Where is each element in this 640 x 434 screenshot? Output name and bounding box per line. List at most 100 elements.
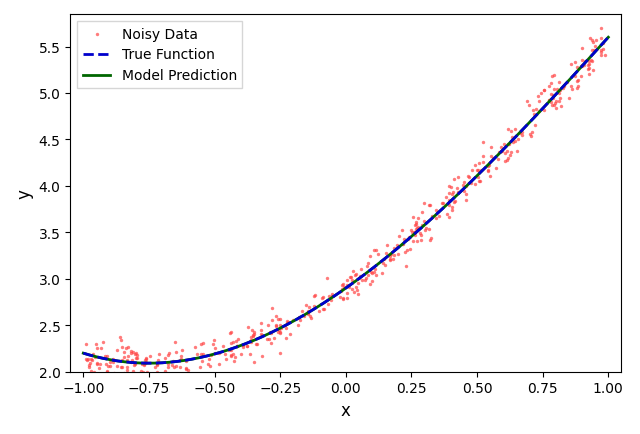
Noisy Data xyxy=(412,238,422,245)
Noisy Data xyxy=(160,374,170,381)
Noisy Data xyxy=(460,179,470,186)
Noisy Data xyxy=(419,218,429,225)
Noisy Data xyxy=(140,374,150,381)
Noisy Data xyxy=(371,247,381,254)
Noisy Data xyxy=(484,162,494,169)
Noisy Data xyxy=(502,155,513,162)
Noisy Data xyxy=(472,167,483,174)
Noisy Data xyxy=(100,371,110,378)
Noisy Data xyxy=(243,324,253,331)
Noisy Data xyxy=(171,363,181,370)
Noisy Data xyxy=(177,346,187,353)
Noisy Data xyxy=(547,102,557,109)
Noisy Data xyxy=(117,363,127,370)
Noisy Data xyxy=(450,198,460,205)
Noisy Data xyxy=(273,316,283,323)
Noisy Data xyxy=(102,368,112,375)
Noisy Data xyxy=(353,291,363,298)
Noisy Data xyxy=(392,242,403,249)
Noisy Data xyxy=(483,168,493,175)
Noisy Data xyxy=(525,131,535,138)
Noisy Data xyxy=(101,361,111,368)
Noisy Data xyxy=(502,126,513,133)
True Function xyxy=(511,136,518,141)
Legend: Noisy Data, True Function, Model Prediction: Noisy Data, True Function, Model Predict… xyxy=(77,22,243,89)
Noisy Data xyxy=(500,150,510,157)
Noisy Data xyxy=(589,43,600,50)
Noisy Data xyxy=(293,322,303,329)
Noisy Data xyxy=(196,351,206,358)
Noisy Data xyxy=(196,341,206,348)
Noisy Data xyxy=(470,181,480,188)
Noisy Data xyxy=(125,378,135,385)
Noisy Data xyxy=(86,355,96,362)
Noisy Data xyxy=(588,39,598,46)
Noisy Data xyxy=(488,155,498,162)
Noisy Data xyxy=(132,352,143,359)
Noisy Data xyxy=(82,356,92,363)
Noisy Data xyxy=(97,370,108,377)
Noisy Data xyxy=(546,91,556,98)
Noisy Data xyxy=(458,183,468,190)
Noisy Data xyxy=(154,350,164,357)
Noisy Data xyxy=(168,358,178,365)
Noisy Data xyxy=(246,337,256,344)
Noisy Data xyxy=(127,357,138,364)
Noisy Data xyxy=(323,300,333,307)
Noisy Data xyxy=(126,349,136,356)
Noisy Data xyxy=(228,339,238,346)
Noisy Data xyxy=(322,274,332,281)
Noisy Data xyxy=(269,335,279,342)
True Function xyxy=(79,351,87,356)
Noisy Data xyxy=(356,266,367,273)
Noisy Data xyxy=(577,63,587,70)
Noisy Data xyxy=(405,227,415,234)
Noisy Data xyxy=(112,347,122,354)
Noisy Data xyxy=(397,241,407,248)
Noisy Data xyxy=(524,102,534,109)
Noisy Data xyxy=(127,376,138,383)
Noisy Data xyxy=(209,337,220,344)
Line: Model Prediction: Model Prediction xyxy=(83,38,608,363)
Noisy Data xyxy=(327,291,337,298)
Noisy Data xyxy=(566,62,576,69)
Model Prediction xyxy=(330,294,337,299)
Noisy Data xyxy=(226,340,236,347)
Noisy Data xyxy=(447,204,457,210)
Noisy Data xyxy=(513,136,524,143)
Noisy Data xyxy=(287,316,298,323)
Noisy Data xyxy=(463,173,473,180)
Noisy Data xyxy=(150,364,161,371)
Noisy Data xyxy=(339,283,349,290)
Noisy Data xyxy=(596,26,606,33)
Noisy Data xyxy=(214,360,224,367)
Noisy Data xyxy=(123,352,133,359)
Noisy Data xyxy=(346,274,356,281)
Noisy Data xyxy=(305,312,315,319)
Noisy Data xyxy=(564,95,574,102)
Noisy Data xyxy=(271,313,282,320)
Noisy Data xyxy=(337,296,348,303)
Noisy Data xyxy=(583,66,593,73)
Noisy Data xyxy=(141,359,151,366)
Noisy Data xyxy=(392,250,403,257)
Noisy Data xyxy=(319,306,329,312)
Noisy Data xyxy=(369,247,379,254)
Noisy Data xyxy=(596,47,607,54)
Noisy Data xyxy=(273,326,284,333)
Model Prediction xyxy=(145,361,152,366)
Noisy Data xyxy=(452,189,463,196)
Noisy Data xyxy=(444,202,454,209)
Noisy Data xyxy=(152,362,162,369)
Noisy Data xyxy=(335,294,346,301)
Noisy Data xyxy=(122,357,132,364)
Noisy Data xyxy=(573,83,584,90)
Noisy Data xyxy=(129,350,140,357)
Noisy Data xyxy=(401,247,412,253)
Noisy Data xyxy=(508,135,518,141)
Noisy Data xyxy=(324,293,335,299)
Noisy Data xyxy=(276,325,286,332)
Noisy Data xyxy=(306,315,316,322)
Noisy Data xyxy=(118,353,129,360)
Noisy Data xyxy=(139,362,149,369)
